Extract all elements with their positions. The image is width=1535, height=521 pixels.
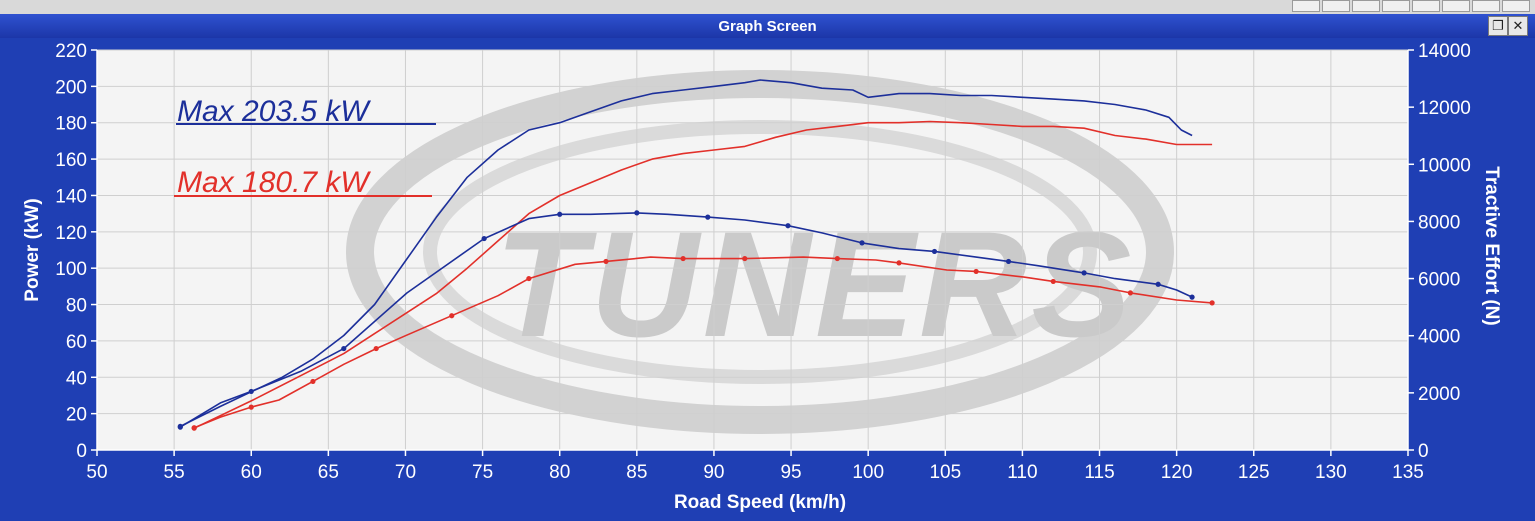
y2-tick-label: 12000: [1418, 98, 1471, 119]
x-tick-label: 85: [626, 462, 647, 483]
y-tick-label: 60: [66, 332, 87, 353]
x-tick-label: 65: [318, 462, 339, 483]
x-tick-label: 120: [1161, 462, 1193, 483]
data-point: [248, 388, 254, 395]
x-tick-label: 80: [549, 462, 570, 483]
annotation-blue: Max 203.5 kW: [176, 95, 436, 128]
data-point: [557, 211, 563, 217]
y2-tick-label: 8000: [1418, 212, 1460, 233]
series-line-2-power: [193, 120, 1213, 429]
y2-tick-label: 2000: [1418, 384, 1460, 405]
y-tick-label: 40: [66, 368, 87, 389]
x-tick-label: 135: [1392, 462, 1424, 483]
data-point: [1005, 258, 1012, 265]
toolbar-button[interactable]: [1382, 0, 1410, 12]
data-point: [742, 255, 748, 262]
series-line-1-power: [179, 79, 1193, 428]
toolbar-button[interactable]: [1442, 0, 1470, 12]
data-point: [1050, 278, 1056, 285]
y2-tick-label: 6000: [1418, 270, 1460, 291]
data-point: [705, 214, 711, 220]
x-tick-label: 70: [395, 462, 416, 483]
x-tick-label: 100: [852, 462, 884, 483]
y-tick-label: 0: [76, 441, 87, 462]
dyno-chart: TUNERS 50 55 60 65 70 75 80 85 90 95 100 105 110 115 1…: [0, 38, 1535, 521]
annotation-red: Max 180.7 kW: [174, 166, 432, 199]
data-point: [1155, 281, 1161, 287]
y-tick-label: 80: [66, 296, 87, 317]
data-point: [248, 404, 254, 410]
y-axis-title: Power (kW): [22, 198, 43, 301]
data-point: [373, 345, 379, 352]
series-layer: [177, 79, 1215, 431]
toolbar-button[interactable]: [1322, 0, 1350, 12]
y-tick-label: 120: [55, 223, 87, 244]
data-point: [1127, 290, 1133, 296]
close-icon[interactable]: ✕: [1508, 16, 1528, 36]
watermark-text: TUNERS: [495, 200, 1136, 368]
data-point: [1081, 270, 1087, 276]
toolbar-button[interactable]: [1502, 0, 1530, 12]
data-point: [973, 268, 979, 275]
y-tick-label: 160: [55, 150, 87, 171]
data-point: [785, 223, 791, 229]
x-tick-label: 125: [1238, 462, 1270, 483]
x-tick-label: 75: [472, 462, 493, 483]
data-point: [1189, 294, 1195, 300]
x-tick-label: 95: [780, 462, 801, 483]
watermark-logo: TUNERS: [346, 70, 1174, 434]
x-axis-title: Road Speed (km/h): [674, 492, 846, 513]
data-point: [680, 255, 686, 262]
toolbar-button[interactable]: [1352, 0, 1380, 12]
data-point: [1209, 300, 1215, 306]
x-tick-label: 130: [1315, 462, 1347, 483]
toolbar-button[interactable]: [1412, 0, 1440, 12]
y2-tick-label: 4000: [1418, 327, 1460, 348]
data-point: [191, 425, 197, 431]
annotation-blue-text: Max 203.5 kW: [177, 95, 371, 128]
x-tick-label: 50: [86, 462, 107, 483]
data-point: [341, 345, 347, 352]
annotation-red-text: Max 180.7 kW: [177, 166, 371, 199]
restore-icon[interactable]: ❐: [1488, 16, 1508, 36]
data-point: [896, 260, 902, 266]
x-tick-label: 90: [703, 462, 724, 483]
top-strip: [0, 0, 1535, 14]
x-tick-label: 55: [164, 462, 185, 483]
data-point: [310, 378, 316, 385]
y2-tick-label: 0: [1418, 441, 1429, 462]
series-line-3-tractive: [179, 212, 1193, 428]
data-point: [177, 424, 183, 430]
axes: 50 55 60 65 70 75 80 85 90 95 100 105 110 115 120 125 13…: [55, 41, 1471, 483]
data-point: [634, 210, 640, 216]
x-tick-label: 115: [1084, 462, 1114, 483]
y2-tick-label: 10000: [1418, 155, 1471, 176]
y2-tick-label: 14000: [1418, 41, 1471, 62]
x-tick-label: 60: [241, 462, 262, 483]
toolbar-button[interactable]: [1292, 0, 1320, 12]
data-point: [603, 258, 609, 265]
y-tick-label: 140: [55, 186, 87, 207]
y-tick-label: 200: [55, 77, 87, 98]
toolbar-button[interactable]: [1472, 0, 1500, 12]
data-point: [834, 255, 840, 262]
data-point: [526, 275, 532, 282]
x-tick-label: 105: [929, 462, 961, 483]
x-tick-label: 110: [1007, 462, 1037, 483]
y2-axis-title: Tractive Effort (N): [1481, 166, 1502, 325]
y-tick-label: 20: [66, 405, 87, 426]
data-point: [931, 248, 938, 255]
data-point: [481, 235, 487, 242]
y-tick-label: 220: [55, 41, 87, 62]
window-titlebar: Graph Screen: [0, 14, 1535, 38]
window-title: Graph Screen: [718, 18, 817, 35]
y-tick-label: 180: [55, 114, 87, 135]
data-point: [449, 313, 455, 319]
y-tick-label: 100: [55, 259, 87, 280]
data-point: [859, 240, 865, 246]
